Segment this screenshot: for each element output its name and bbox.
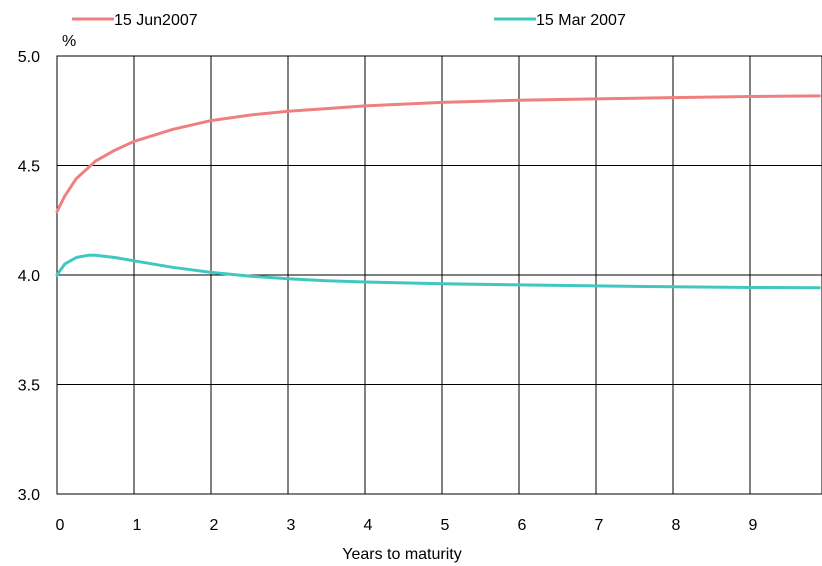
- x-tick-label: 7: [595, 517, 604, 534]
- legend-label: 15 Mar 2007: [536, 12, 626, 29]
- y-tick-label: 3.5: [18, 378, 40, 395]
- x-tick-label: 4: [364, 517, 373, 534]
- x-tick-label: 9: [749, 517, 758, 534]
- x-tick-label: 0: [56, 517, 65, 534]
- legend: 15 Jun2007 15 Mar 2007: [72, 12, 626, 29]
- x-tick-label: 2: [210, 517, 219, 534]
- y-tick-label: 5.0: [18, 49, 40, 66]
- x-tick-label: 8: [672, 517, 681, 534]
- x-tick-label: 3: [287, 517, 296, 534]
- series-line-0: [55, 94, 821, 213]
- y-axis-ticks: 3.0 3.5 4.0 4.5 5.0: [18, 49, 40, 504]
- x-tick-label: 6: [518, 517, 527, 534]
- legend-label: 15 Jun2007: [114, 12, 198, 29]
- series-line-1: [55, 253, 821, 290]
- y-axis-unit-label: %: [62, 33, 76, 50]
- x-axis-ticks: 0 1 2 3 4 5 6 7 8 9: [56, 517, 758, 534]
- grid-layer: [57, 56, 822, 494]
- x-tick-label: 5: [441, 517, 450, 534]
- x-tick-label: 1: [133, 517, 142, 534]
- y-tick-label: 3.0: [18, 487, 40, 504]
- y-tick-label: 4.5: [18, 159, 40, 176]
- y-tick-label: 4.0: [18, 268, 40, 285]
- x-axis-title: Years to maturity: [342, 546, 461, 563]
- series-layer: [55, 94, 821, 290]
